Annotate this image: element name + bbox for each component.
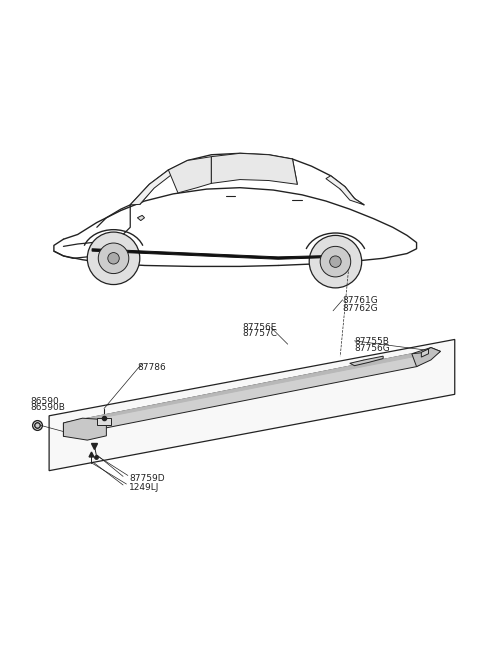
Text: 87755B: 87755B [355, 337, 389, 346]
Text: 87786: 87786 [137, 364, 166, 372]
Text: 87756E: 87756E [242, 323, 277, 331]
Polygon shape [130, 170, 173, 205]
Circle shape [98, 243, 129, 274]
Circle shape [330, 256, 341, 267]
Text: 1249LJ: 1249LJ [129, 483, 160, 492]
Polygon shape [326, 176, 364, 205]
Polygon shape [211, 153, 297, 184]
Text: 87757C: 87757C [242, 329, 277, 339]
Circle shape [309, 235, 362, 288]
Text: 87761G: 87761G [343, 297, 378, 305]
Text: 87762G: 87762G [343, 304, 378, 312]
Polygon shape [412, 348, 441, 367]
Circle shape [108, 253, 119, 264]
Circle shape [320, 246, 351, 277]
Polygon shape [63, 354, 417, 425]
Polygon shape [63, 348, 441, 436]
Polygon shape [421, 349, 429, 357]
Polygon shape [137, 215, 144, 221]
Text: 87756G: 87756G [355, 345, 390, 353]
Polygon shape [168, 157, 211, 193]
Text: 86590B: 86590B [30, 403, 65, 413]
Polygon shape [92, 249, 350, 259]
Text: 86590: 86590 [30, 397, 59, 405]
Polygon shape [350, 356, 383, 365]
Circle shape [87, 232, 140, 284]
Polygon shape [49, 339, 455, 471]
Text: 87759D: 87759D [129, 474, 165, 483]
Polygon shape [63, 418, 107, 440]
Polygon shape [97, 418, 111, 425]
